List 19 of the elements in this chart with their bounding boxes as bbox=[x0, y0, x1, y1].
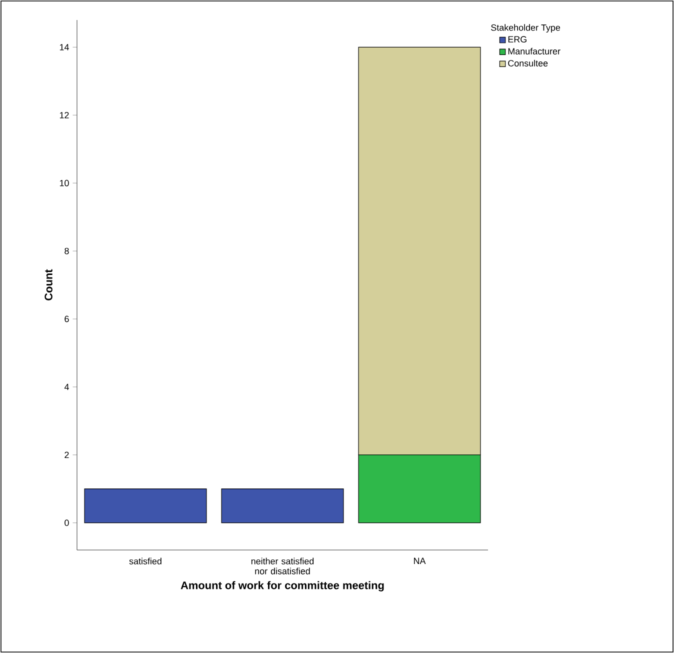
x-axis-title: Amount of work for committee meeting bbox=[180, 581, 384, 592]
y-axis-title: Count bbox=[44, 269, 52, 300]
y-tick-label: 14 bbox=[60, 44, 69, 50]
x-tick-label: satisfied bbox=[129, 558, 162, 564]
y-tick-label: 6 bbox=[64, 316, 69, 322]
x-tick-label: NA bbox=[414, 558, 426, 564]
legend-label: ERG bbox=[508, 36, 526, 43]
bar bbox=[84, 488, 207, 524]
legend-label: Manufacturer bbox=[508, 48, 560, 54]
y-tick-label: 12 bbox=[60, 112, 69, 118]
legend-label: Consultee bbox=[508, 60, 548, 66]
x-tick-label: neither satisfied nor disatisfied bbox=[251, 558, 314, 574]
y-tick-label: 2 bbox=[64, 452, 69, 458]
y-tick-label: 8 bbox=[64, 248, 69, 254]
y-tick-label: 0 bbox=[64, 520, 69, 526]
y-tick-label: 4 bbox=[64, 384, 69, 390]
bar bbox=[221, 488, 344, 524]
legend-title: Stakeholder Type bbox=[491, 24, 560, 33]
y-tick-label: 10 bbox=[60, 180, 69, 186]
